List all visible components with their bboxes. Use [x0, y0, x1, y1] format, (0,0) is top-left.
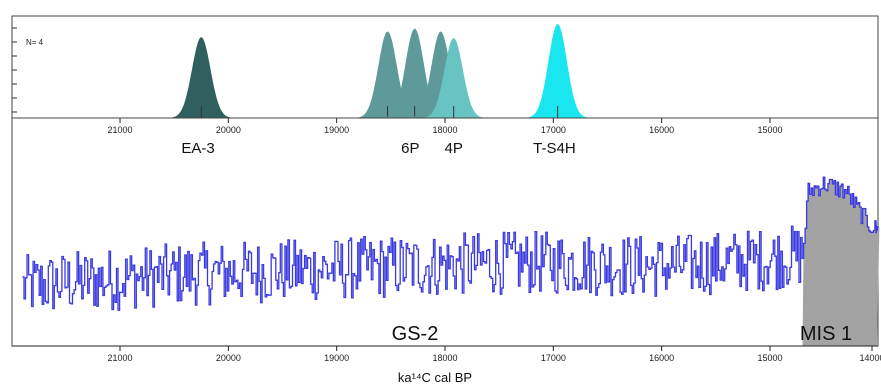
top-x-tick-label: 18000: [432, 125, 457, 135]
peak-label-ea-3: EA-3: [181, 140, 214, 157]
peak-6p-2: [399, 31, 482, 119]
peak-label-4p: 4P: [444, 140, 462, 157]
top-panel: N= 4 21000 20000 19000 18000 17000 16000 15000…: [11, 15, 879, 157]
top-x-tick-label: 21000: [107, 125, 132, 135]
bottom-x-tick-label: 14000: [859, 353, 881, 363]
bottom-x-tick-label: 17000: [541, 353, 566, 363]
peak-ea-3-0: [160, 37, 243, 119]
n-label: N= 4: [26, 38, 44, 47]
signal-line: [22, 176, 879, 311]
top-x-tick-label: 20000: [216, 125, 241, 135]
x-axis-label: ka¹⁴C cal BP: [398, 370, 472, 385]
top-peaks: [160, 24, 599, 119]
zones: GS-2 MIS 1: [392, 177, 880, 346]
bottom-x-tick-label: 21000: [107, 353, 132, 363]
bottom-x-tick-label: 19000: [324, 353, 349, 363]
bottom-x-tick-label: 15000: [757, 353, 782, 363]
bottom-x-tick-label: 18000: [432, 353, 457, 363]
peak-4p-0: [412, 38, 495, 119]
peak-t-s4h-0: [516, 24, 599, 119]
peak-6p-0: [346, 31, 429, 119]
top-x-tick-label: 19000: [324, 125, 349, 135]
bottom-panel: GS-2 MIS 1 21000 20000 19000 18000 17000 16000…: [11, 117, 881, 385]
signal-series: [22, 176, 879, 311]
peak-labels: EA-3 6P 4P T-S4H: [181, 140, 575, 157]
peak-label-6p: 6P: [401, 140, 419, 157]
peak-label-t-s4h: T-S4H: [533, 140, 576, 157]
bottom-x-ticks: 21000 20000 19000 18000 17000 16000 15000 14000: [107, 346, 881, 363]
top-x-tick-label: 17000: [541, 125, 566, 135]
bottom-x-tick-label: 20000: [216, 353, 241, 363]
zone-label-gs-2: GS-2: [392, 323, 439, 345]
peak-6p-1: [373, 28, 456, 118]
bottom-x-tick-label: 16000: [649, 353, 674, 363]
zone-label-mis-1: MIS 1: [800, 323, 852, 345]
top-x-tick-label: 15000: [757, 125, 782, 135]
top-x-tick-label: 16000: [649, 125, 674, 135]
top-y-ticks: [12, 27, 17, 113]
top-x-ticks: 21000 20000 19000 18000 17000 16000 15000: [107, 118, 783, 135]
zone-mis-1: [802, 177, 880, 346]
